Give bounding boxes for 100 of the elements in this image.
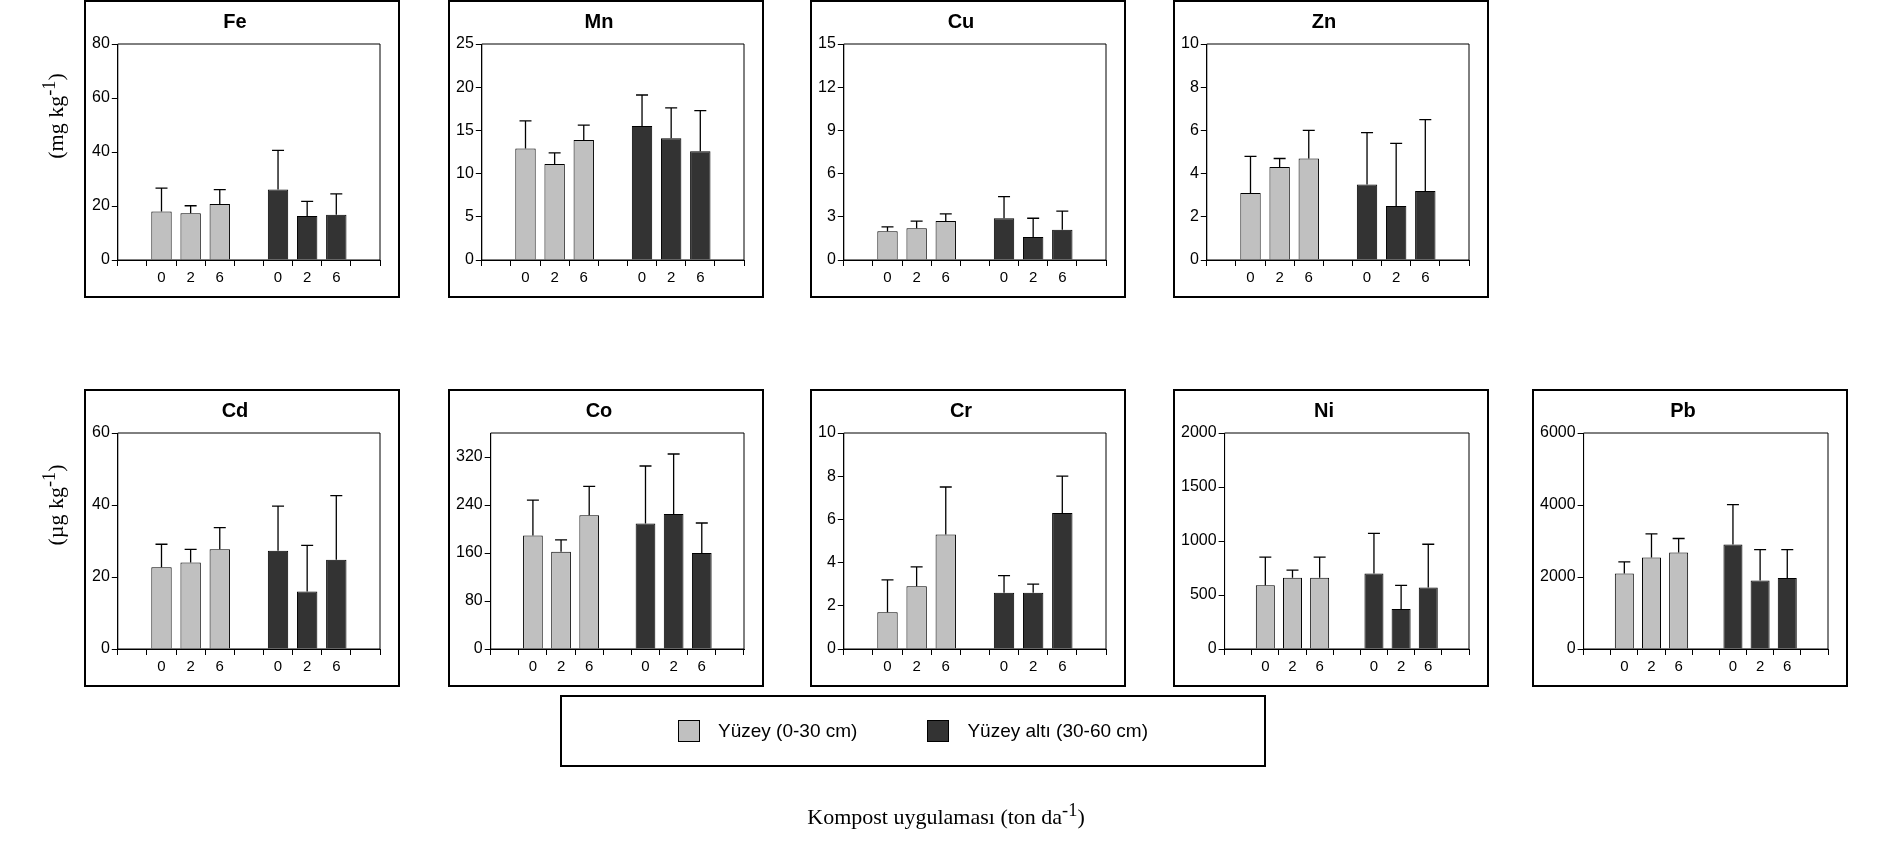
x-tick-label: 6 xyxy=(332,268,341,286)
x-tick-label: 2 xyxy=(556,657,566,675)
y-tick-label: 1000 xyxy=(1181,531,1217,549)
y-tick-label: 0 xyxy=(100,250,110,268)
y-tick-label: 40 xyxy=(92,495,110,513)
y-tick-label: 25 xyxy=(456,34,474,52)
x-tick-label: 6 xyxy=(215,268,224,286)
x-tick-label: 2 xyxy=(912,657,921,675)
y-tick-label: 4 xyxy=(826,553,836,571)
x-tick-label: 0 xyxy=(1620,657,1629,675)
x-tick-label: 6 xyxy=(941,268,950,286)
y-tick-label: 15 xyxy=(456,120,474,138)
y-tick-label: 2 xyxy=(826,596,836,614)
x-tick-label: 0 xyxy=(157,657,166,675)
x-tick-label: 0 xyxy=(1261,657,1270,675)
y-tick-label: 80 xyxy=(464,591,483,609)
y-tick-label: 0 xyxy=(1207,639,1217,657)
x-tick-label: 6 xyxy=(696,268,705,286)
y-tick-label: 2 xyxy=(1189,207,1199,225)
x-tick-label: 0 xyxy=(1246,268,1255,286)
y-tick-label: 2000 xyxy=(1181,423,1217,441)
y-tick-label: 0 xyxy=(464,250,474,268)
x-tick-label: 6 xyxy=(1421,268,1430,286)
legend-label: Yüzey (0-30 cm) xyxy=(718,720,858,742)
y-tick-label: 6 xyxy=(826,509,836,527)
y-tick-label: 0 xyxy=(473,639,483,657)
y-tick-label: 9 xyxy=(826,120,836,138)
chart-title: Cd xyxy=(221,398,249,421)
x-tick-label: 6 xyxy=(579,268,588,286)
x-tick-label: 6 xyxy=(1424,657,1433,675)
legend-label: Yüzey altı (30-60 cm) xyxy=(967,720,1148,742)
y-tick-label: 10 xyxy=(456,164,474,182)
x-tick-label: 2 xyxy=(1028,268,1038,286)
x-tick-label: 2 xyxy=(1755,657,1765,675)
y-tick-label: 60 xyxy=(92,423,110,441)
x-tick-label: 2 xyxy=(666,268,676,286)
x-tick-label: 2 xyxy=(302,268,312,286)
x-tick-label: 2 xyxy=(1647,657,1656,675)
y-tick-label: 10 xyxy=(1181,34,1199,52)
x-tick-label: 2 xyxy=(186,268,195,286)
y-tick-label: 1500 xyxy=(1181,477,1217,495)
y-tick-label: 2000 xyxy=(1540,567,1576,585)
x-tick-label: 0 xyxy=(883,657,892,675)
x-tick-label: 6 xyxy=(1783,657,1792,675)
x-tick-label: 0 xyxy=(883,268,892,286)
x-tick-label: 0 xyxy=(528,657,538,675)
x-tick-label: 2 xyxy=(912,268,921,286)
x-tick-label: 6 xyxy=(1304,268,1313,286)
chart-title: Fe xyxy=(223,9,247,32)
y-tick-label: 12 xyxy=(818,77,836,95)
y-tick-label: 0 xyxy=(1189,250,1199,268)
chart-title: Zn xyxy=(1311,9,1337,32)
y-tick-label: 6000 xyxy=(1540,423,1576,441)
x-tick-label: 6 xyxy=(332,657,341,675)
x-tick-label: 6 xyxy=(1058,268,1067,286)
x-tick-label: 0 xyxy=(1369,657,1379,675)
x-tick-label: 0 xyxy=(999,268,1009,286)
y-tick-label: 0 xyxy=(1566,639,1576,657)
x-tick-label: 6 xyxy=(941,657,950,675)
y-tick-label: 60 xyxy=(92,88,110,106)
x-tick-label: 2 xyxy=(550,268,559,286)
chart-title: Co xyxy=(585,398,613,421)
x-tick-label: 2 xyxy=(1275,268,1284,286)
x-tick-label: 6 xyxy=(697,657,706,675)
x-tick-label: 2 xyxy=(669,657,678,675)
chart-title: Ni xyxy=(1314,398,1334,421)
x-tick-label: 6 xyxy=(1058,657,1067,675)
y-tick-label: 0 xyxy=(826,639,836,657)
y-tick-label: 0 xyxy=(100,639,110,657)
x-tick-label: 2 xyxy=(1028,657,1038,675)
y-tick-label: 8 xyxy=(826,466,836,484)
x-tick-label: 0 xyxy=(637,268,647,286)
x-tick-label: 0 xyxy=(999,657,1009,675)
y-tick-label: 0 xyxy=(826,250,836,268)
y-tick-label: 20 xyxy=(92,567,110,585)
x-tick-label: 6 xyxy=(585,657,594,675)
y-tick-label: 5 xyxy=(464,207,474,225)
x-tick-label: 0 xyxy=(157,268,166,286)
y-tick-label: 80 xyxy=(92,34,110,52)
x-tick-label: 0 xyxy=(273,657,283,675)
x-tick-label: 0 xyxy=(1728,657,1738,675)
y-tick-label: 500 xyxy=(1189,585,1217,603)
y-tick-label: 20 xyxy=(456,77,474,95)
x-tick-label: 0 xyxy=(641,657,650,675)
y-tick-label: 4 xyxy=(1189,164,1199,182)
x-tick-label: 2 xyxy=(1391,268,1401,286)
x-tick-label: 6 xyxy=(215,657,224,675)
chart-title: Mn xyxy=(584,9,614,32)
y-tick-label: 8 xyxy=(1189,77,1199,95)
y-tick-label: 3 xyxy=(826,207,836,225)
y-tick-label: 4000 xyxy=(1540,495,1576,513)
x-tick-label: 0 xyxy=(521,268,530,286)
x-tick-label: 6 xyxy=(1315,657,1324,675)
x-tick-label: 2 xyxy=(186,657,195,675)
x-tick-label: 2 xyxy=(1396,657,1406,675)
x-tick-label: 0 xyxy=(1362,268,1372,286)
y-tick-label: 160 xyxy=(455,543,483,561)
y-tick-label: 6 xyxy=(1189,120,1199,138)
x-tick-label: 6 xyxy=(1674,657,1683,675)
y-tick-label: 20 xyxy=(92,196,110,214)
